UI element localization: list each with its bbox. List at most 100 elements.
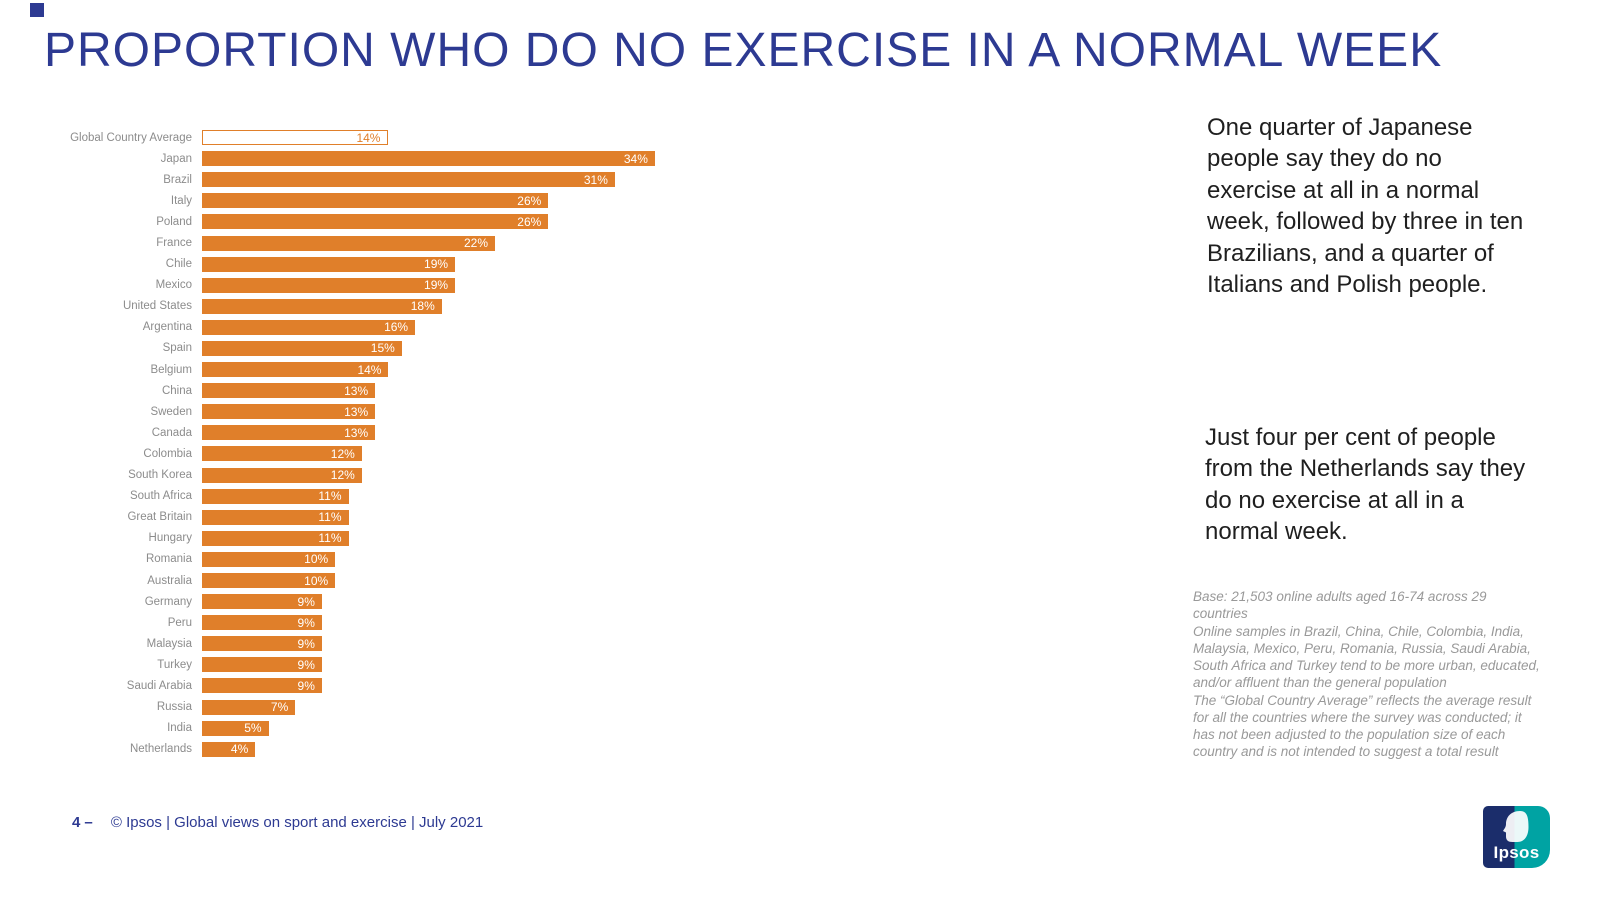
chart-bar: 11% bbox=[202, 509, 349, 525]
chart-row: Brazil 31% bbox=[40, 169, 740, 190]
chart-row: India 5% bbox=[40, 718, 740, 739]
chart-country-label: Mexico bbox=[155, 279, 192, 292]
chart-value-label: 11% bbox=[318, 489, 342, 504]
chart-value-label: 19% bbox=[424, 278, 449, 293]
chart-value-label: 11% bbox=[318, 510, 342, 525]
chart-value-label: 7% bbox=[270, 700, 289, 715]
chart-bar: 9% bbox=[202, 636, 322, 652]
chart-bar: 10% bbox=[202, 573, 336, 589]
chart-row: Colombia 12% bbox=[40, 443, 740, 464]
chart-row: Peru 9% bbox=[40, 612, 740, 633]
chart-bar: 13% bbox=[202, 404, 376, 420]
footnote-line: Base: 21,503 online adults aged 16-74 ac… bbox=[1193, 589, 1487, 622]
chart-bar: 4% bbox=[202, 741, 256, 757]
chart-bar: 9% bbox=[202, 615, 322, 631]
chart-value-label: 34% bbox=[623, 151, 648, 166]
chart-row: Germany 9% bbox=[40, 591, 740, 612]
chart-bar: 26% bbox=[202, 214, 549, 230]
chart-value-label: 9% bbox=[297, 594, 315, 609]
chart-row: Netherlands 4% bbox=[40, 739, 740, 760]
slide-title: PROPORTION WHO DO NO EXERCISE IN A NORMA… bbox=[44, 24, 1443, 77]
chart-row: China 13% bbox=[40, 380, 740, 401]
slide-footer: 4– © Ipsos | Global views on sport and e… bbox=[72, 814, 483, 831]
chart-bar: 14% bbox=[202, 362, 389, 378]
chart-value-label: 12% bbox=[330, 468, 355, 483]
chart-row: Australia 10% bbox=[40, 570, 740, 591]
chart-country-label: Turkey bbox=[157, 658, 192, 671]
chart-value-label: 14% bbox=[357, 362, 382, 377]
chart-value-label: 9% bbox=[297, 678, 315, 693]
chart-value-label: 4% bbox=[230, 742, 249, 757]
chart-country-label: Germany bbox=[144, 595, 192, 608]
chart-country-label: Poland bbox=[156, 215, 192, 228]
chart-row: Turkey 9% bbox=[40, 654, 740, 675]
chart-country-label: Spain bbox=[162, 342, 192, 355]
commentary-paragraph-2: Just four per cent of people from the Ne… bbox=[1205, 424, 1526, 546]
chart-country-label: South Korea bbox=[128, 469, 192, 482]
chart-country-label: Netherlands bbox=[129, 743, 192, 756]
chart-country-label: Great Britain bbox=[127, 511, 192, 524]
chart-value-label: 9% bbox=[297, 636, 315, 651]
chart-row: Belgium 14% bbox=[40, 359, 740, 380]
chart-value-label: 31% bbox=[583, 172, 608, 187]
chart-bar: 15% bbox=[202, 340, 402, 356]
chart-bar: 13% bbox=[202, 425, 376, 441]
chart-row: South Africa 11% bbox=[40, 486, 740, 507]
chart-bar: 16% bbox=[202, 319, 416, 335]
chart-row: Spain 15% bbox=[40, 338, 740, 359]
chart-country-label: Brazil bbox=[163, 173, 192, 186]
chart-value-label: 22% bbox=[464, 236, 489, 251]
chart-bar: 9% bbox=[202, 678, 322, 694]
chart-country-label: Argentina bbox=[142, 321, 192, 334]
chart-country-label: Malaysia bbox=[146, 637, 192, 650]
chart-value-label: 15% bbox=[370, 341, 395, 356]
chart-value-label: 10% bbox=[304, 573, 329, 588]
chart-country-label: Romania bbox=[145, 553, 192, 566]
chart-bar: 26% bbox=[202, 193, 549, 209]
page-number: 4 bbox=[72, 814, 81, 831]
ipsos-logo-text: Ipsos bbox=[1493, 843, 1540, 862]
chart-country-label: Japan bbox=[160, 152, 192, 165]
face-silhouette-icon bbox=[1503, 811, 1529, 842]
chart-bar: 34% bbox=[202, 151, 655, 167]
chart-row: Global Country Average 14% bbox=[40, 127, 740, 148]
chart-country-label: Australia bbox=[147, 574, 192, 587]
chart-bar: 9% bbox=[202, 657, 322, 673]
chart-row: France 22% bbox=[40, 232, 740, 253]
chart-value-label: 9% bbox=[297, 657, 315, 672]
chart-value-label: 16% bbox=[384, 320, 409, 335]
chart-row: Canada 13% bbox=[40, 422, 740, 443]
chart-value-label: 19% bbox=[424, 257, 449, 272]
chart-bar: 12% bbox=[202, 446, 362, 462]
chart-row: Romania 10% bbox=[40, 549, 740, 570]
chart-value-label: 5% bbox=[244, 721, 262, 736]
chart-bar: 19% bbox=[202, 277, 456, 293]
chart-row: United States 18% bbox=[40, 296, 740, 317]
footer-text: © Ipsos | Global views on sport and exer… bbox=[110, 814, 484, 831]
chart-row: Hungary 11% bbox=[40, 528, 740, 549]
chart-country-label: Russia bbox=[156, 701, 192, 714]
chart-row: Sweden 13% bbox=[40, 401, 740, 422]
chart-value-label: 11% bbox=[318, 531, 342, 546]
chart-country-label: Peru bbox=[167, 616, 192, 629]
chart-country-label: Hungary bbox=[148, 532, 192, 545]
chart-row: Italy 26% bbox=[40, 190, 740, 211]
chart-row: Japan 34% bbox=[40, 148, 740, 169]
chart-country-label: Sweden bbox=[150, 405, 192, 418]
chart-value-label: 10% bbox=[304, 552, 329, 567]
chart-value-label: 26% bbox=[517, 193, 542, 208]
chart-bar: 9% bbox=[202, 594, 322, 610]
footnotes-block: Base: 21,503 online adults aged 16-74 ac… bbox=[1193, 588, 1541, 761]
chart-row: South Korea 12% bbox=[40, 465, 740, 486]
footnote-line: The “Global Country Average” reflects th… bbox=[1193, 692, 1532, 760]
chart-bar: 14% bbox=[202, 130, 389, 146]
chart-country-label: South Africa bbox=[129, 490, 192, 503]
chart-bar: 7% bbox=[202, 699, 296, 715]
chart-row: Malaysia 9% bbox=[40, 633, 740, 654]
chart-bar: 18% bbox=[202, 298, 442, 314]
chart-bar: 5% bbox=[202, 720, 269, 736]
chart-bar: 11% bbox=[202, 488, 349, 504]
chart-value-label: 9% bbox=[297, 615, 315, 630]
chart-value-label: 13% bbox=[344, 404, 369, 419]
chart-row: Mexico 19% bbox=[40, 275, 740, 296]
